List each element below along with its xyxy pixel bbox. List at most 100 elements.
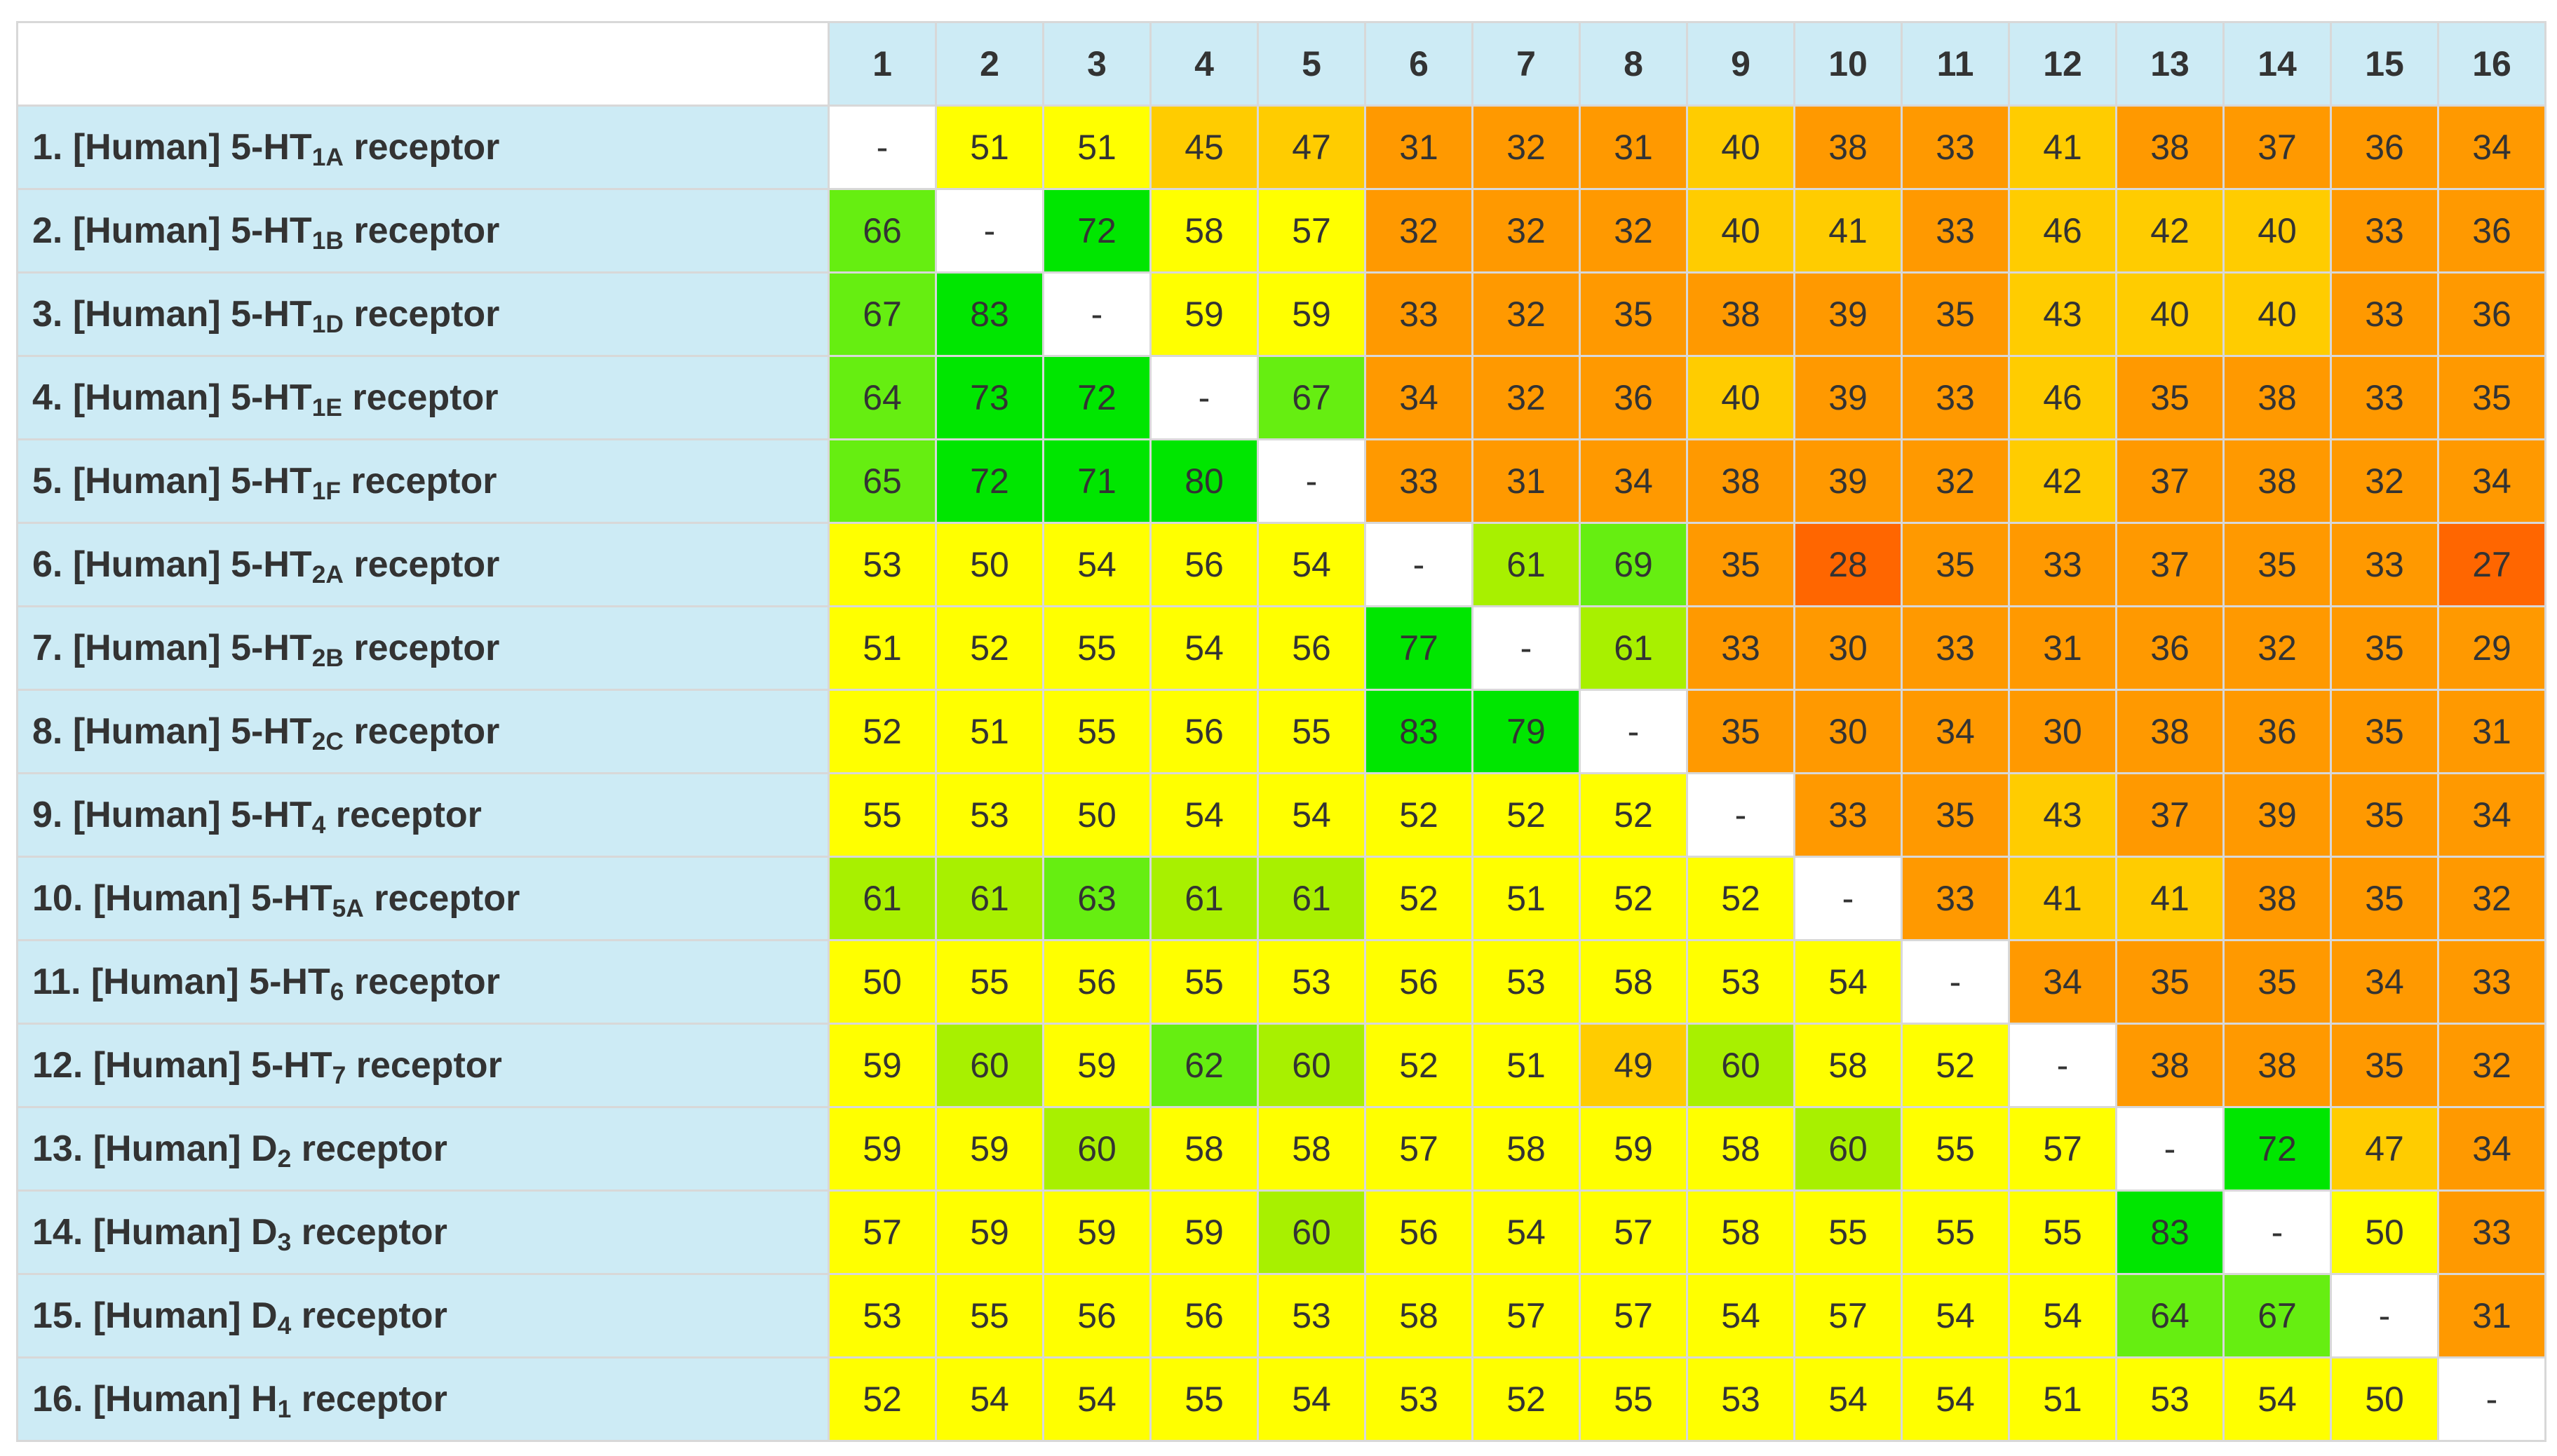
row-header: 12. [Human] 5-HT7 receptor	[16, 1023, 830, 1108]
column-header: 11	[1901, 21, 2010, 107]
heatmap-cell: 60	[1257, 1023, 1366, 1108]
heatmap-cell: 51	[935, 689, 1044, 774]
heatmap-cell: 37	[2115, 522, 2225, 607]
heatmap-cell: 83	[2115, 1189, 2225, 1275]
heatmap-cell: 33	[1901, 605, 2010, 691]
row-label-subscript: 4	[277, 1312, 292, 1340]
diagonal-cell: -	[935, 188, 1044, 274]
heatmap-cell: 59	[935, 1189, 1044, 1275]
matrix-row: 6. [Human] 5-HT2A receptor 53 50 54 56 54-61 6…	[16, 522, 2546, 607]
heatmap-cell: 38	[2115, 105, 2225, 190]
matrix-row: 3. [Human] 5-HT1D receptor 67 83-59 59 33 32 3…	[16, 271, 2546, 357]
heatmap-cell: 34	[2437, 1106, 2546, 1192]
heatmap-cell: 64	[2115, 1273, 2225, 1359]
row-label-prefix: 10. [Human] 5-HT	[32, 878, 332, 919]
heatmap-cell: 35	[2330, 689, 2439, 774]
heatmap-cell: 57	[1579, 1273, 1688, 1359]
heatmap-cell: 58	[1257, 1106, 1366, 1192]
heatmap-cell: 58	[1149, 1106, 1259, 1192]
row-label-subscript: 2C	[311, 727, 344, 755]
row-label-suffix: receptor	[342, 377, 499, 418]
heatmap-cell: 53	[1686, 939, 1795, 1025]
heatmap-cell: 35	[1901, 271, 2010, 357]
heatmap-cell: 57	[828, 1189, 937, 1275]
heatmap-cell: 56	[1042, 1273, 1152, 1359]
matrix-row: 7. [Human] 5-HT2B receptor 51 52 55 54 56 77-6…	[16, 605, 2546, 691]
heatmap-cell: 35	[2115, 355, 2225, 440]
column-header: 13	[2115, 21, 2225, 107]
heatmap-cell: 29	[2437, 605, 2546, 691]
heatmap-cell: 50	[1042, 772, 1152, 858]
heatmap-cell: 60	[935, 1023, 1044, 1108]
diagonal-cell: -	[2008, 1023, 2117, 1108]
heatmap-cell: 39	[2222, 772, 2332, 858]
row-header: 11. [Human] 5-HT6 receptor	[16, 939, 830, 1025]
row-header: 10. [Human] 5-HT5A receptor	[16, 856, 830, 941]
heatmap-cell: 50	[935, 522, 1044, 607]
heatmap-cell: 56	[1149, 522, 1259, 607]
row-label-prefix: 11. [Human] 5-HT	[32, 962, 330, 1002]
row-label-suffix: receptor	[291, 1379, 447, 1420]
row-label-suffix: receptor	[340, 461, 497, 501]
diagonal-cell: -	[1364, 522, 1473, 607]
heatmap-cell: 52	[1686, 856, 1795, 941]
heatmap-cell: 49	[1579, 1023, 1688, 1108]
heatmap-cell: 32	[1471, 105, 1581, 190]
diagonal-cell: -	[1793, 856, 1903, 941]
row-label-suffix: receptor	[325, 795, 482, 835]
heatmap-cell: 54	[2008, 1273, 2117, 1359]
diagonal-cell: -	[1257, 438, 1366, 524]
heatmap-cell: 40	[2222, 271, 2332, 357]
matrix-row: 16. [Human] H1 receptor 52 54 54 55 54 53 52 55 5…	[16, 1356, 2546, 1442]
heatmap-cell: 54	[2222, 1356, 2332, 1442]
heatmap-cell: 36	[2222, 689, 2332, 774]
heatmap-cell: 59	[935, 1106, 1044, 1192]
heatmap-cell: 35	[1901, 772, 2010, 858]
heatmap-cell: 54	[1471, 1189, 1581, 1275]
row-header: 4. [Human] 5-HT1E receptor	[16, 355, 830, 440]
row-label-prefix: 5. [Human] 5-HT	[32, 461, 312, 501]
heatmap-cell: 58	[1149, 188, 1259, 274]
heatmap-cell: 32	[1364, 188, 1473, 274]
heatmap-cell: 52	[1901, 1023, 2010, 1108]
heatmap-cell: 40	[1686, 355, 1795, 440]
row-label-subscript: 2	[277, 1145, 292, 1173]
heatmap-cell: 40	[1686, 105, 1795, 190]
row-label-subscript: 1D	[311, 310, 344, 338]
heatmap-cell: 55	[1042, 689, 1152, 774]
heatmap-cell: 80	[1149, 438, 1259, 524]
heatmap-cell: 33	[1686, 605, 1795, 691]
heatmap-cell: 53	[828, 522, 937, 607]
heatmap-cell: 62	[1149, 1023, 1259, 1108]
row-label-suffix: receptor	[291, 1295, 447, 1336]
heatmap-cell: 57	[1579, 1189, 1688, 1275]
heatmap-cell: 61	[1257, 856, 1366, 941]
heatmap-cell: 36	[1579, 355, 1688, 440]
heatmap-cell: 55	[935, 1273, 1044, 1359]
matrix-row: 14. [Human] D3 receptor 57 59 59 59 60 56 54 57 5…	[16, 1189, 2546, 1275]
diagonal-cell: -	[1471, 605, 1581, 691]
heatmap-cell: 32	[1471, 355, 1581, 440]
heatmap-cell: 57	[1257, 188, 1366, 274]
row-header: 3. [Human] 5-HT1D receptor	[16, 271, 830, 357]
heatmap-cell: 33	[1364, 438, 1473, 524]
heatmap-cell: 54	[1901, 1356, 2010, 1442]
column-header: 16	[2437, 21, 2546, 107]
heatmap-cell: 54	[1686, 1273, 1795, 1359]
heatmap-cell: 79	[1471, 689, 1581, 774]
heatmap-cell: 54	[935, 1356, 1044, 1442]
heatmap-cell: 54	[1042, 522, 1152, 607]
heatmap-cell: 59	[1257, 271, 1366, 357]
heatmap-cell: 42	[2115, 188, 2225, 274]
heatmap-cell: 33	[1901, 188, 2010, 274]
heatmap-cell: 56	[1042, 939, 1152, 1025]
column-header: 15	[2330, 21, 2439, 107]
matrix-row: 15. [Human] D4 receptor 53 55 56 56 53 58 57 57 5…	[16, 1273, 2546, 1359]
heatmap-cell: 58	[1686, 1189, 1795, 1275]
heatmap-cell: 55	[1901, 1106, 2010, 1192]
row-label-suffix: receptor	[343, 127, 500, 168]
diagonal-cell: -	[2115, 1106, 2225, 1192]
heatmap-cell: 60	[1686, 1023, 1795, 1108]
row-header: 5. [Human] 5-HT1F receptor	[16, 438, 830, 524]
heatmap-cell: 31	[2437, 689, 2546, 774]
